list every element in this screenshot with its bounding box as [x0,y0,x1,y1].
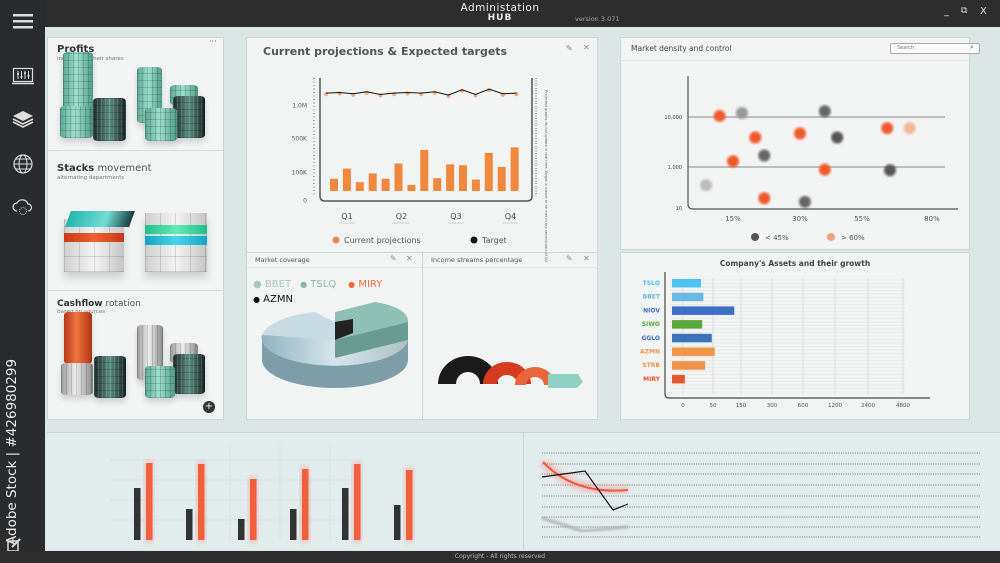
search-input[interactable]: Search [890,43,980,54]
close-button[interactable]: X [980,6,987,17]
cashflow-title: Cashflow rotation [57,299,141,309]
divider [422,252,423,419]
copyright: Copyright - All rights reserved [0,551,1000,563]
minimize-button[interactable]: _ [944,6,949,17]
more-options-button[interactable]: ··· [209,37,217,46]
close-icon[interactable]: ✕ [583,43,590,52]
divider [247,267,597,268]
search-icon[interactable]: ⌕ [970,43,974,51]
divider [48,150,223,151]
app-subtitle: HUB [487,13,513,23]
divider [523,432,524,550]
stacks-subtitle: alternating departments [57,175,125,181]
edit-icon[interactable]: ✎ [566,254,573,263]
title-bar [0,0,1000,27]
menu-icon[interactable] [11,10,35,32]
legend-item: ● TSLQ [300,279,337,290]
income-streams-title: Income streams percentage [431,256,523,264]
cloud-network-icon[interactable] [11,197,35,219]
globe-icon[interactable] [11,153,35,175]
version-label: version 3.071 [575,15,620,23]
assets-panel [620,252,970,420]
watermark: Adobe Stock | #426980299 [4,358,20,545]
app-title: Administation [460,2,540,14]
restore-button[interactable]: ⧉ [961,6,968,16]
legend-item: ● BBET [253,279,292,290]
add-button[interactable]: + [203,401,215,413]
projections-title: Current projections & Expected targets [263,45,508,58]
market-coverage-legend: ● BBET ● TSLQ ● MIRY ● AZMN [253,277,418,307]
legend-item: ● MIRY [348,279,383,290]
legend-item: ● AZMN [253,294,293,305]
market-density-panel [620,37,970,250]
divider [621,60,969,61]
equalizer-panel-icon[interactable] [11,65,35,87]
market-coverage-title: Market coverage [255,256,310,264]
close-icon[interactable]: ✕ [583,254,590,263]
edit-icon[interactable]: ✎ [566,44,573,53]
edit-icon[interactable]: ✎ [390,254,397,263]
sidebar [0,0,45,563]
divider [48,290,223,291]
layers-icon[interactable] [11,108,35,130]
close-icon[interactable]: ✕ [406,254,413,263]
market-density-title: Market density and control [631,44,732,53]
profits-title: Profits [57,44,95,55]
stacks-title: Stacks movement [57,163,152,174]
